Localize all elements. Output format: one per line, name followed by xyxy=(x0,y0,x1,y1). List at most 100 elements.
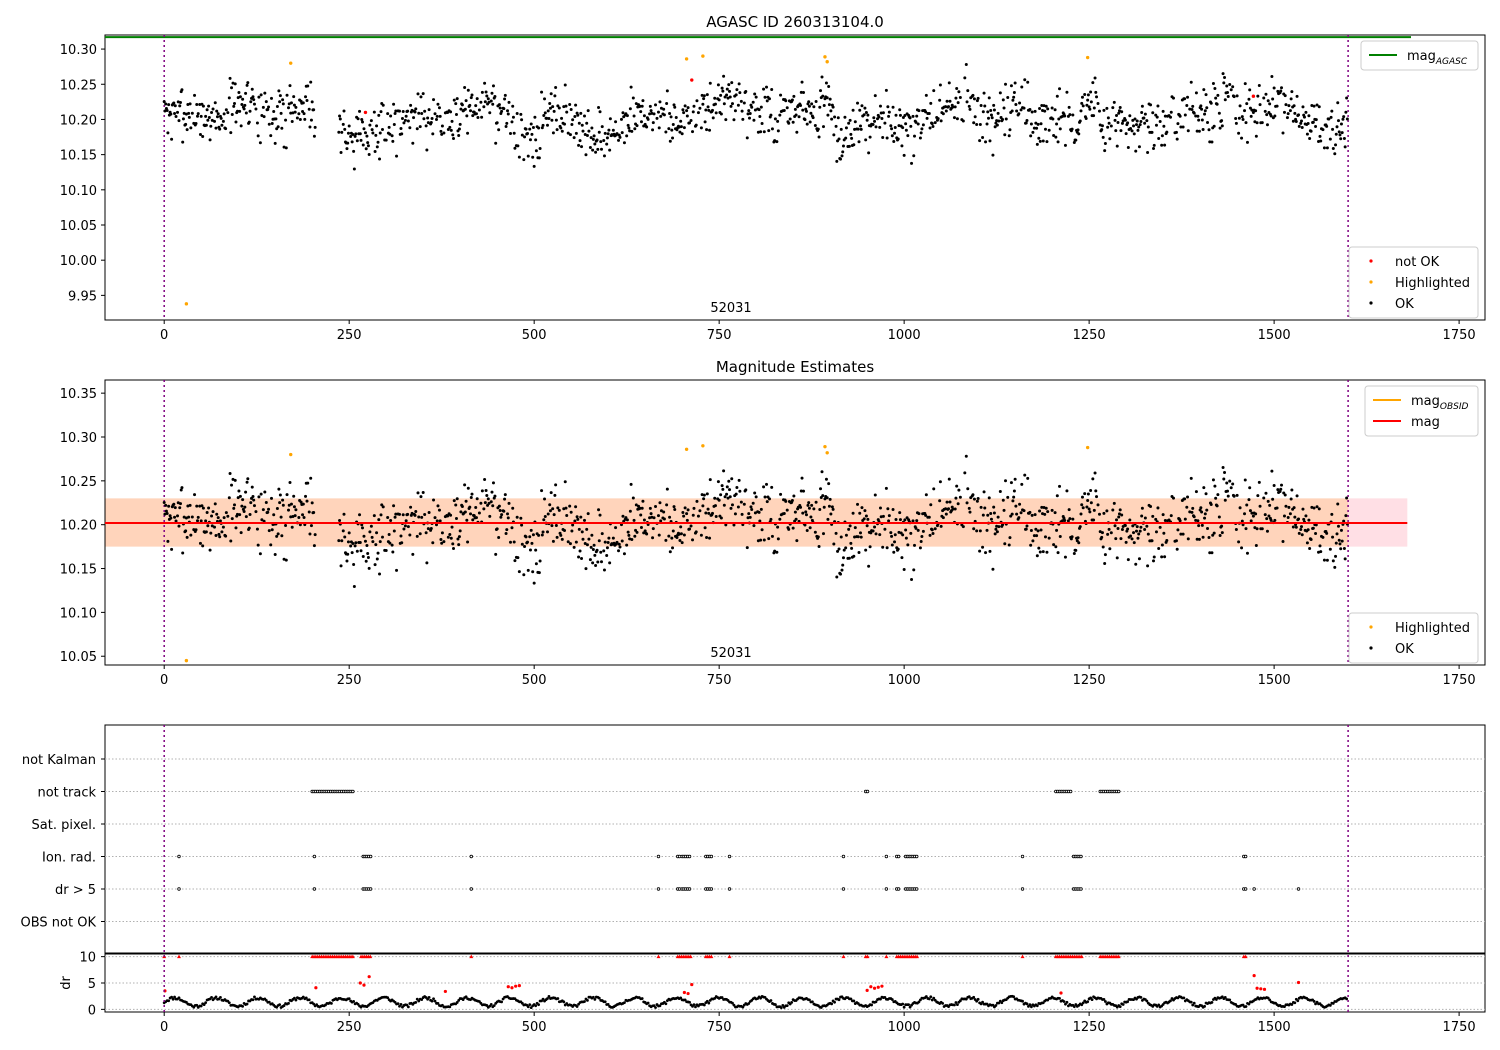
agasc-ok-point xyxy=(921,123,925,127)
mag-ok-point xyxy=(440,531,444,535)
dr-point xyxy=(461,998,465,1001)
mag-ok-point xyxy=(898,511,902,515)
mag-ok-point xyxy=(1336,524,1340,528)
agasc-ok-point xyxy=(249,100,253,104)
dr-point xyxy=(485,1004,489,1007)
mag-ok-point xyxy=(839,535,843,539)
agasc-x-tick-label: 1250 xyxy=(1073,328,1106,343)
agasc-ok-point xyxy=(1341,117,1345,121)
mag-ok-point xyxy=(603,540,607,544)
mag-ok-point xyxy=(1255,527,1259,531)
agasc-ok-point xyxy=(871,122,875,126)
agasc-ok-point xyxy=(671,136,675,140)
mag-ok-point xyxy=(1179,532,1183,536)
mag-ok-point xyxy=(966,487,970,491)
agasc-ok-point xyxy=(1169,110,1173,114)
mag-ok-point xyxy=(408,533,412,537)
mag-ok-point xyxy=(312,544,316,548)
mag-ok-point xyxy=(556,506,560,510)
agasc-ok-point xyxy=(844,126,848,130)
agasc-ok-point xyxy=(274,117,278,121)
mag-ok-point xyxy=(222,516,226,520)
mag-ok-point xyxy=(1334,541,1338,545)
agasc-ok-point xyxy=(1206,120,1210,124)
agasc-ok-point xyxy=(1067,105,1071,109)
agasc-ok-point xyxy=(908,116,912,120)
agasc-ok-point xyxy=(1057,117,1061,121)
agasc-ok-point xyxy=(945,99,949,103)
mag-ok-point xyxy=(284,524,288,528)
agasc-highlighted-point xyxy=(701,54,705,58)
mag-ok-point xyxy=(287,508,291,512)
mag-ok-point xyxy=(269,543,273,547)
mag-ok-point xyxy=(308,532,312,536)
agasc-ok-point xyxy=(506,112,510,116)
agasc-ok-point xyxy=(494,141,498,145)
mag-ok-point xyxy=(594,564,598,568)
agasc-ok-point xyxy=(370,128,374,132)
mag-ok-point xyxy=(1003,542,1007,546)
mag-ok-point xyxy=(996,515,1000,519)
mag-ok-point xyxy=(944,512,948,516)
mag-ok-point xyxy=(267,507,271,511)
mag-ok-point xyxy=(664,538,668,542)
mag-ok-point xyxy=(1143,516,1147,520)
agasc-ok-point xyxy=(1209,101,1213,105)
agasc-ok-point xyxy=(281,102,285,106)
mag-ok-point xyxy=(816,535,820,539)
agasc-ok-point xyxy=(1072,141,1076,145)
mag-ok-point xyxy=(765,500,769,504)
agasc-ok-point xyxy=(262,115,266,119)
mag-ok-point xyxy=(1154,530,1158,534)
mag-ok-point xyxy=(1163,519,1167,523)
agasc-ok-point xyxy=(611,128,615,132)
mag-ok-point xyxy=(352,584,356,588)
agasc-points-legend-point-swatch xyxy=(1369,301,1373,305)
mag-ok-point xyxy=(618,545,622,549)
mag-ok-point xyxy=(617,549,621,553)
agasc-ok-point xyxy=(680,132,684,136)
mag-ok-point xyxy=(1120,528,1124,532)
agasc-ok-point xyxy=(1312,104,1316,108)
mag-ok-point xyxy=(985,528,989,532)
agasc-ok-point xyxy=(1023,78,1027,82)
mag-ok-point xyxy=(520,542,524,546)
agasc-ok-point xyxy=(955,117,959,121)
agasc-ok-point xyxy=(639,120,643,124)
mag-ok-point xyxy=(577,527,581,531)
agasc-ok-point xyxy=(583,133,587,137)
mag-ok-point xyxy=(526,568,530,572)
dr-point xyxy=(430,999,434,1003)
mag-ok-point xyxy=(866,517,870,521)
mag-ok-point xyxy=(307,510,311,514)
dr-red-point xyxy=(1262,987,1267,991)
mag-ok-point xyxy=(842,548,846,552)
agasc-ok-point xyxy=(840,154,844,158)
mag-ok-point xyxy=(820,470,824,474)
agasc-ok-point xyxy=(277,89,281,93)
mag-ok-point xyxy=(1314,532,1318,536)
agasc-ok-point xyxy=(679,125,683,129)
agasc-ok-point xyxy=(302,112,306,116)
agasc-ok-point xyxy=(1325,124,1329,128)
mag-ok-point xyxy=(1152,555,1156,559)
mag-ok-point xyxy=(1192,515,1196,519)
agasc-ok-point xyxy=(807,100,811,104)
mag-ok-point xyxy=(818,507,822,511)
agasc-ok-point xyxy=(412,116,416,120)
agasc-ok-point xyxy=(292,103,296,107)
mag-ok-point xyxy=(549,491,553,495)
dr-point xyxy=(790,1001,794,1004)
mag-ok-point xyxy=(519,516,523,520)
agasc-ok-point xyxy=(1111,106,1115,110)
agasc-ok-point xyxy=(621,111,625,115)
agasc-ok-point xyxy=(1293,111,1297,115)
agasc-ok-point xyxy=(995,119,999,123)
agasc-ok-point xyxy=(468,103,472,107)
mag-ok-point xyxy=(256,543,260,547)
dr-point xyxy=(870,1003,873,1007)
mag-ok-point xyxy=(652,516,656,520)
mag-ok-point xyxy=(1262,496,1266,500)
mag-ok-point xyxy=(955,484,959,488)
agasc-ok-point xyxy=(1134,123,1138,127)
